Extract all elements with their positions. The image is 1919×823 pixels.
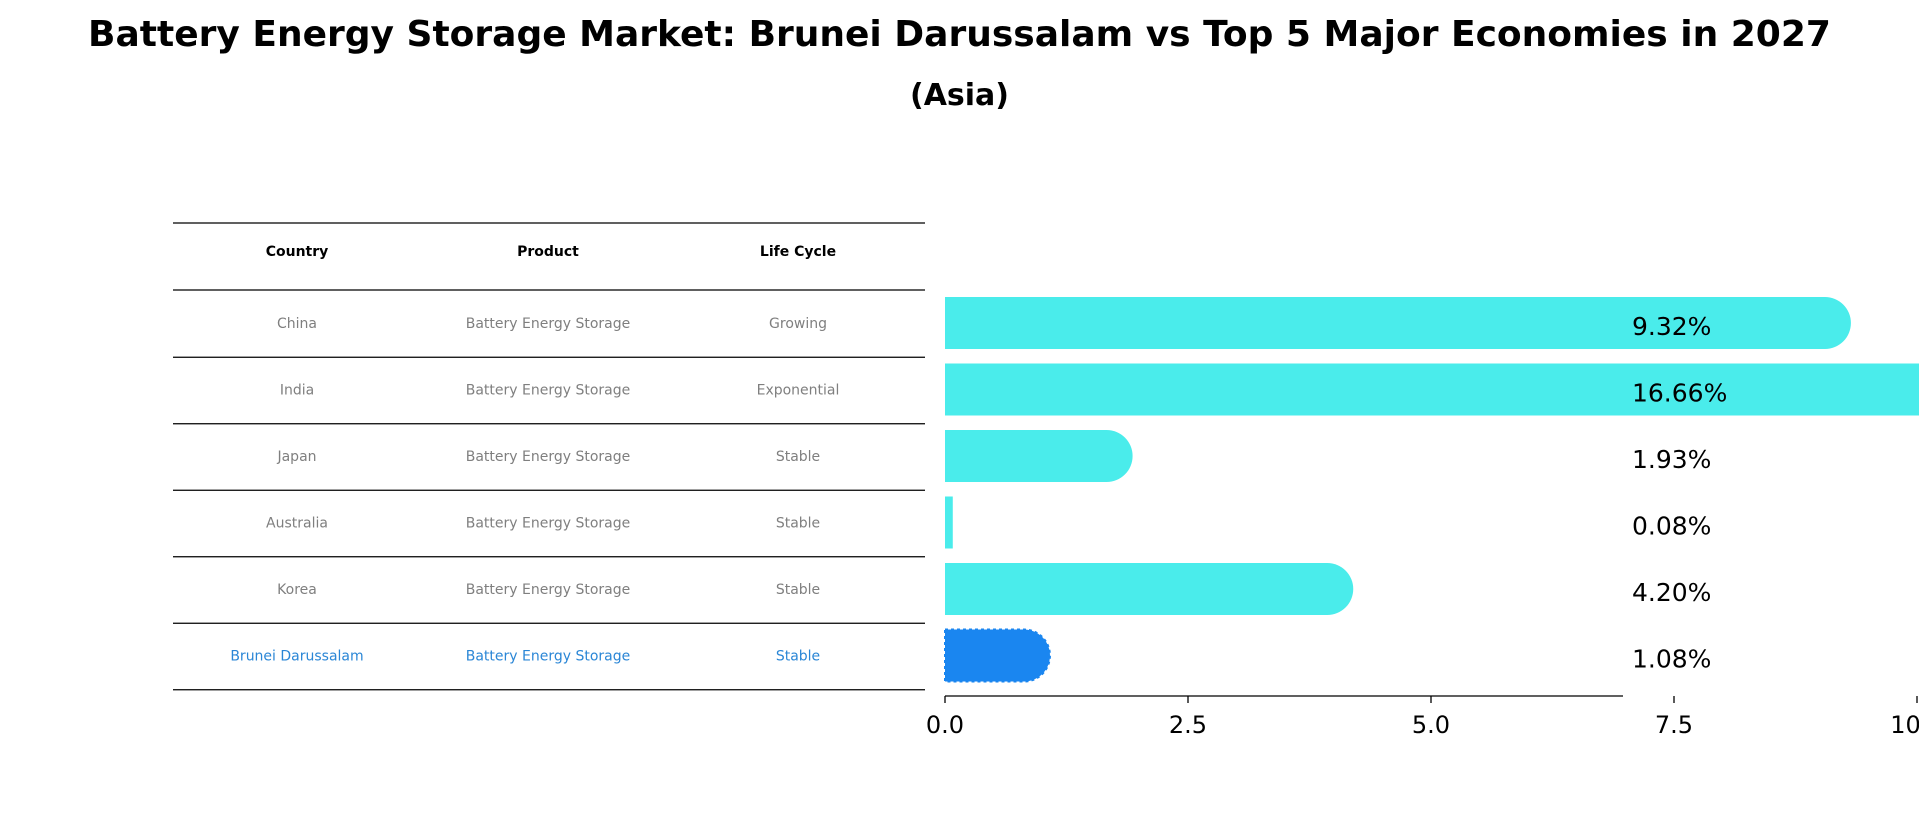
bar-china	[945, 297, 1851, 349]
table-cell-country: India	[280, 383, 314, 399]
table-cell-country: Korea	[277, 582, 317, 598]
table-cell-product: Battery Energy Storage	[466, 516, 631, 532]
bar-value-label: 0.08%	[1632, 512, 1711, 541]
table-cell-product: Battery Energy Storage	[466, 316, 631, 332]
bar-korea	[945, 563, 1354, 615]
table-cell-product: Battery Energy Storage	[466, 582, 631, 598]
x-tick-label: 7.5	[1655, 711, 1693, 739]
table-cell-life-cycle: Stable	[776, 449, 820, 465]
chart-title: Battery Energy Storage Market: Brunei Da…	[88, 14, 1831, 55]
table-cell-product: Battery Energy Storage	[466, 383, 631, 399]
x-tick-label: 5.0	[1412, 711, 1450, 739]
bar-japan	[945, 430, 1133, 482]
bar-value-label: 4.20%	[1632, 578, 1711, 607]
bar-value-label: 1.93%	[1632, 445, 1711, 474]
bar-australia	[945, 496, 953, 549]
table-cell-country: Australia	[266, 516, 328, 532]
chart-subtitle: (Asia)	[909, 78, 1010, 113]
table-cell-life-cycle: Growing	[769, 316, 827, 332]
table-header-life-cycle: Life Cycle	[760, 244, 836, 260]
table-cell-life-cycle: Stable	[776, 516, 820, 532]
x-tick-label: 10.0	[1890, 711, 1919, 739]
x-tick-label: 0.0	[926, 711, 964, 739]
bar-india	[945, 363, 1919, 416]
x-tick-label: 2.5	[1169, 711, 1207, 739]
table-header-product: Product	[517, 244, 579, 260]
table-cell-life-cycle: Stable	[776, 582, 820, 598]
table-header-country: Country	[266, 244, 329, 260]
bar-value-label: 1.08%	[1632, 645, 1711, 674]
table-cell-product: Battery Energy Storage	[466, 649, 631, 665]
table-cell-country: Japan	[276, 449, 316, 465]
table-cell-life-cycle: Stable	[776, 649, 820, 665]
table-cell-country: China	[277, 316, 317, 332]
table-cell-life-cycle: Exponential	[757, 383, 840, 399]
bar-brunei-darussalam	[944, 628, 1051, 683]
bar-value-label: 16.66%	[1632, 379, 1727, 408]
table-cell-country: Brunei Darussalam	[230, 649, 363, 665]
table-cell-product: Battery Energy Storage	[466, 449, 631, 465]
bar-value-label: 9.32%	[1632, 312, 1711, 341]
